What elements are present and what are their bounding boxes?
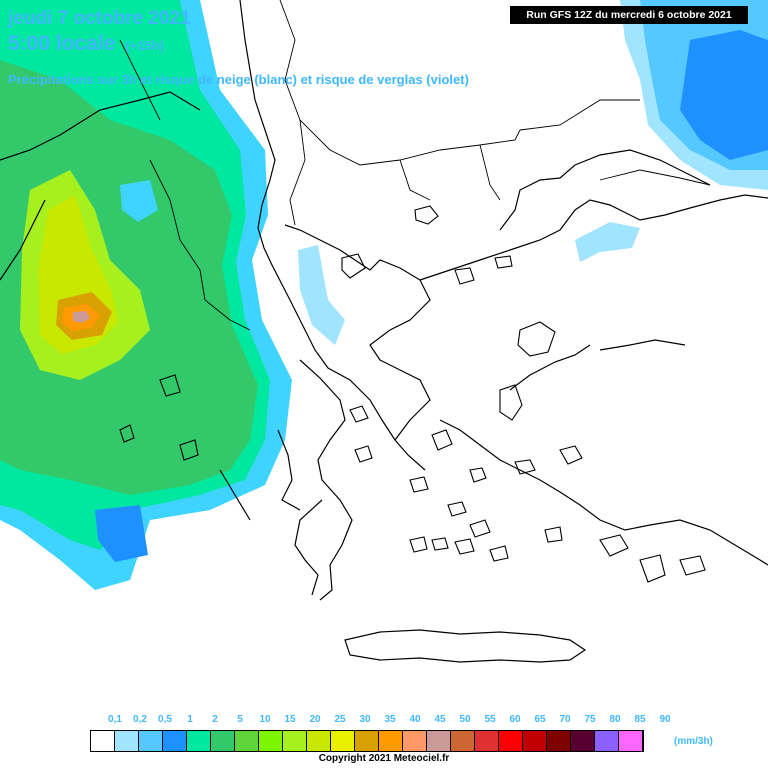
- legend-swatch: [331, 731, 355, 751]
- legend-swatch: [163, 731, 187, 751]
- copyright: Copyright 2021 Meteociel.fr: [318, 753, 450, 764]
- forecast-time: 5:00 locale (+15h): [8, 32, 164, 56]
- legend-swatch: [259, 731, 283, 751]
- model-run-label: Run GFS 12Z du mercredi 6 octobre 2021: [510, 6, 748, 24]
- legend-tick: 35: [384, 714, 396, 725]
- legend-unit: (mm/3h): [674, 736, 713, 747]
- legend-tick: 0,5: [158, 714, 172, 725]
- legend-swatch: [619, 731, 643, 751]
- forecast-lead: (+15h): [125, 38, 165, 53]
- map-subtitle: Précipitations sur 3h et risque de neige…: [8, 72, 469, 87]
- borders: [119, 0, 711, 331]
- legend-tick: 20: [309, 714, 321, 725]
- legend-swatch: [595, 731, 619, 751]
- legend-tick: 40: [409, 714, 421, 725]
- legend-swatch: [475, 731, 499, 751]
- legend-swatch: [547, 731, 571, 751]
- legend-tick: 30: [359, 714, 371, 725]
- legend-swatch: [115, 731, 139, 751]
- forecast-time-value: 5:00 locale: [8, 32, 116, 55]
- legend-swatch: [139, 731, 163, 751]
- legend-tick: 85: [634, 714, 646, 725]
- forecast-date: jeudi 7 octobre 2021: [8, 8, 191, 29]
- legend-swatch: [523, 731, 547, 751]
- legend-tick: 80: [609, 714, 621, 725]
- legend-tick: 75: [584, 714, 596, 725]
- legend-tick: 70: [559, 714, 571, 725]
- legend-swatch: [235, 731, 259, 751]
- legend-swatch: [427, 731, 451, 751]
- legend-tick: 90: [659, 714, 671, 725]
- legend-tick: 50: [459, 714, 471, 725]
- legend-tick: 65: [534, 714, 546, 725]
- legend-swatch: [379, 731, 403, 751]
- legend-tick: 10: [259, 714, 271, 725]
- islands: [119, 205, 706, 583]
- legend-swatch: [211, 731, 235, 751]
- precipitation-field-northeast: [620, 0, 768, 190]
- legend-swatch: [187, 731, 211, 751]
- legend-swatch: [499, 731, 523, 751]
- legend-tick: 1: [187, 714, 193, 725]
- legend-tick: 60: [509, 714, 521, 725]
- legend-tick: 45: [434, 714, 446, 725]
- coastlines: [0, 0, 768, 663]
- legend-tick: 15: [284, 714, 296, 725]
- color-scale: [90, 730, 644, 752]
- legend-swatch: [571, 731, 595, 751]
- legend-tick: 5: [237, 714, 243, 725]
- legend-tick: 55: [484, 714, 496, 725]
- legend-swatch: [283, 731, 307, 751]
- legend-ticks: 0,1 0,2 0,5 1 2 5 10 15 20 25 30 35 40 45 50 55 60 65 70 75…: [0, 714, 768, 728]
- legend-tick: 0,1: [108, 714, 122, 725]
- legend-swatch: [91, 731, 115, 751]
- precipitation-field-west: [0, 0, 292, 590]
- precipitation-patches: [298, 222, 640, 345]
- legend-tick: 0,2: [133, 714, 147, 725]
- legend-tick: 2: [212, 714, 218, 725]
- legend-swatch: [355, 731, 379, 751]
- legend-swatch: [307, 731, 331, 751]
- legend-tick: 25: [334, 714, 346, 725]
- legend-swatch: [403, 731, 427, 751]
- legend-swatch: [451, 731, 475, 751]
